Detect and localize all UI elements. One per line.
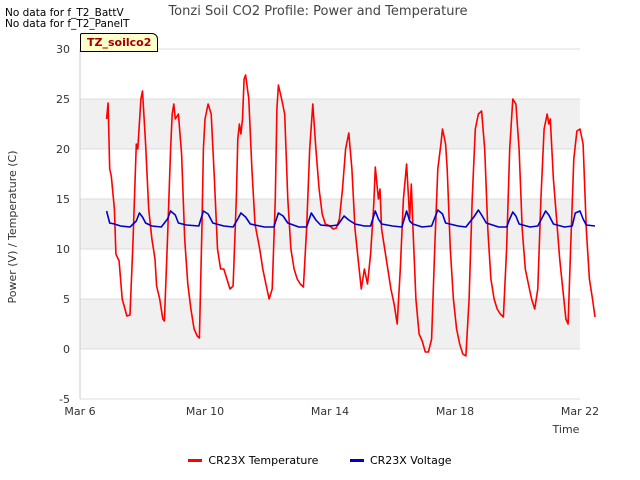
series-layer	[105, 74, 596, 357]
legend-swatch-temperature	[188, 459, 203, 462]
y-tick-label: -5	[59, 393, 70, 406]
x-tick-label: Mar 18	[436, 405, 474, 418]
legend: CR23X Temperature CR23X Voltage	[0, 452, 640, 467]
legend-label-voltage: CR23X Voltage	[369, 454, 452, 467]
y-tick-label: 10	[56, 243, 70, 256]
x-tick-label: Mar 10	[186, 405, 224, 418]
chart-title: Tonzi Soil CO2 Profile: Power and Temper…	[167, 4, 467, 19]
shaded-band	[80, 299, 580, 349]
x-axis-label: Time	[552, 423, 580, 436]
y-tick-label: 20	[56, 143, 70, 156]
site-badge: TZ_soilco2	[80, 33, 159, 52]
no-data-note-panelt: No data for f_T2_PanelT	[5, 18, 130, 30]
y-tick-label: 30	[56, 43, 70, 56]
shaded-band	[80, 99, 580, 149]
series-line-temperature	[105, 74, 596, 357]
y-tick-label: 5	[63, 293, 70, 306]
axes: -5 0 5 10 15 20 25 30 Mar 6 Mar 10 Mar 14 Mar 18 Mar…	[56, 43, 599, 418]
legend-item-voltage: CR23X Voltage	[349, 454, 452, 467]
y-tick-label: 0	[63, 343, 70, 356]
series-line-voltage	[105, 209, 596, 228]
y-tick-label: 15	[56, 193, 70, 206]
plot-background-bands	[80, 49, 580, 399]
legend-item-temperature: CR23X Temperature	[188, 454, 318, 467]
x-tick-label: Mar 14	[311, 405, 349, 418]
legend-label-temperature: CR23X Temperature	[208, 454, 319, 467]
x-tick-label: Mar 22	[561, 405, 599, 418]
y-axis-label: Power (V) / Temperature (C)	[6, 150, 19, 303]
x-tick-label: Mar 6	[64, 405, 95, 418]
legend-swatch-voltage	[349, 459, 364, 462]
y-tick-label: 25	[56, 93, 70, 106]
no-data-note-battv: No data for f_T2_BattV	[5, 7, 124, 19]
gridlines	[80, 48, 580, 400]
shaded-band	[80, 199, 580, 249]
